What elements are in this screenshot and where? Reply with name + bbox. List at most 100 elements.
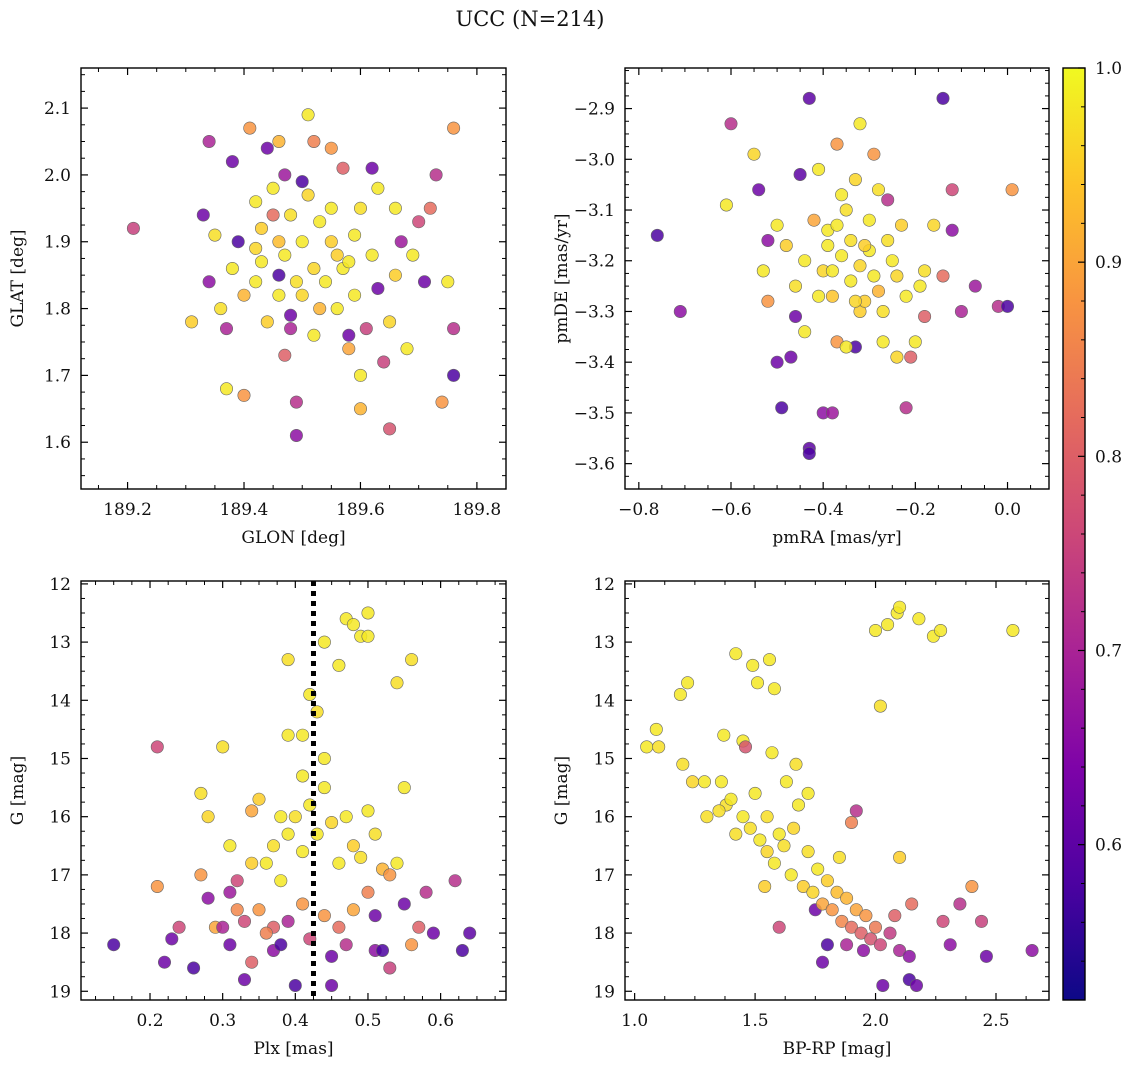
y-tick-label: 15 [593,749,615,769]
scatter-point [788,309,802,323]
scatter-point [296,897,310,911]
scatter-point [255,255,269,269]
scatter-point [650,228,664,242]
scatter-point [913,279,927,293]
scatter-point [353,368,367,382]
scatter-point [194,868,208,882]
scatter-point [353,402,367,416]
scatter-point [150,740,164,754]
scatter-point [812,162,826,176]
scatter-point [202,275,216,289]
scatter-point [194,786,208,800]
y-tick-label: 2.1 [44,99,71,119]
scatter-point [868,920,882,934]
scatter-point [252,903,266,917]
scatter-point [760,845,774,859]
scatter-point [758,879,772,893]
scatter-point [858,239,872,253]
scatter-point [278,248,292,262]
scatter-point [278,348,292,362]
scatter-point [876,335,890,349]
scatter-point [272,288,286,302]
scatter-point [272,235,286,249]
scatter-point [807,213,821,227]
scatter-point [394,235,408,249]
scatter-point [676,757,690,771]
colorbar-tick-label: 1.0 [1095,59,1122,79]
scatter-point [318,275,332,289]
scatter-point [325,815,339,829]
scatter-point [342,255,356,269]
y-axis-label: GLAT [deg] [8,229,28,327]
scatter-point [936,269,950,283]
x-tick-label: 189.6 [336,500,385,520]
scatter-point [825,289,839,303]
scatter-point [748,786,762,800]
scatter-point [249,195,263,209]
scatter-point [325,978,339,992]
scatter-point [965,879,979,893]
y-tick-label: 18 [593,924,615,944]
scatter-point [738,740,752,754]
scatter-point [767,856,781,870]
scatter-point [927,218,941,232]
scatter-point [324,201,338,215]
x-axis-label: BP-RP [mag] [783,1039,892,1059]
y-tick-label: 17 [49,866,71,886]
scatter-point [853,259,867,273]
y-tick-label: −3.1 [574,201,615,221]
scatter-point [743,821,757,835]
scatter-point [839,203,853,217]
scatter-point [365,161,379,175]
scatter-point [839,340,853,354]
scatter-point [260,141,274,155]
scatter-point [777,839,791,853]
scatter-point [301,188,315,202]
scatter-point [295,175,309,189]
scatter-point [767,682,781,696]
scatter-point [719,198,733,212]
scatter-point [426,926,440,940]
scatter-point [1000,299,1014,313]
scatter-point [752,183,766,197]
panel-glon-glat: 189.2 189.4 189.6 189.8 1.6 1.7 1.8 1.9 2.0 2.1 GL… [8,67,507,548]
scatter-point [383,422,397,436]
scatter-point [243,121,257,135]
scatter-point [867,147,881,161]
scatter-point [353,201,367,215]
scatter-points [126,108,461,442]
scatter-point [266,181,280,195]
x-tick-label: −0.2 [895,500,936,520]
scatter-point [789,757,803,771]
scatter-point [788,279,802,293]
scatter-point [400,342,414,356]
scatter-point [332,658,346,672]
ticks: −0.8 −0.6 −0.4 −0.2 0.0 −3.6 −3.5 −3.4 −3.3 −3.2 −… [574,68,1049,520]
scatter-point [883,926,897,940]
x-tick-label: 0.4 [282,1011,309,1031]
scatter-point [820,874,834,888]
scatter-point [844,234,858,248]
scatter-point [274,874,288,888]
scatter-point [383,868,397,882]
scatter-point [288,978,302,992]
scatter-point [361,804,375,818]
scatter-point [310,827,324,841]
scatter-point [894,218,908,232]
y-axis-label: pmDE [mas/yr] [552,213,572,343]
scatter-point [945,183,959,197]
scatter-point [220,382,234,396]
scatter-point [307,261,321,275]
y-tick-label: 16 [593,808,615,828]
scatter-point [867,269,881,283]
scatter-point [346,618,360,632]
scatter-point [172,920,186,934]
scatter-point [830,137,844,151]
scatter-point [447,121,461,135]
y-tick-label: −2.9 [574,100,615,120]
scatter-point [876,304,890,318]
x-tick-label: −0.4 [803,500,844,520]
scatter-points [107,606,477,992]
scatter-point [761,234,775,248]
scatter-point [289,395,303,409]
